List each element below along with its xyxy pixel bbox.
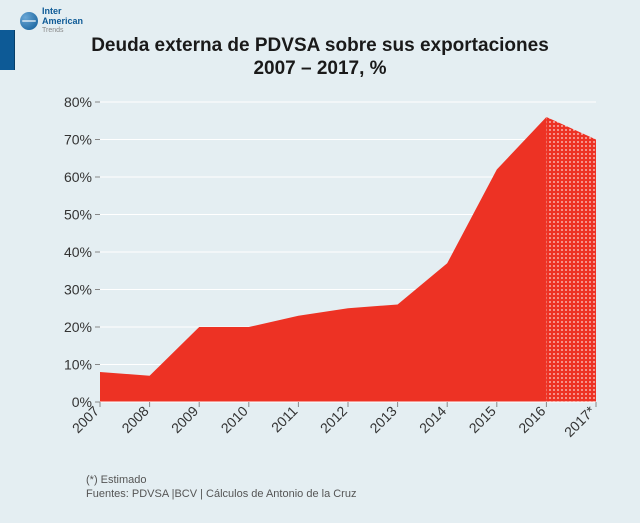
logo-line2: American	[42, 16, 83, 26]
svg-text:80%: 80%	[64, 96, 92, 110]
logo-text: Inter American Trends	[42, 6, 83, 36]
footnote-line1: (*) Estimado	[86, 474, 147, 486]
footnote: (*) Estimado Fuentes: PDVSA |BCV | Cálcu…	[86, 473, 356, 501]
x-axis-label: 2017*	[561, 402, 599, 440]
footnote-line2: Fuentes: PDVSA |BCV | Cálculos de Antoni…	[86, 488, 356, 500]
chart-title: Deuda externa de PDVSA sobre sus exporta…	[0, 34, 640, 80]
x-axis-label: 2012	[317, 403, 350, 436]
svg-text:10%: 10%	[64, 357, 92, 373]
svg-text:60%: 60%	[64, 169, 92, 185]
svg-text:40%: 40%	[64, 244, 92, 260]
title-line1: Deuda externa de PDVSA sobre sus exporta…	[91, 35, 549, 56]
x-axis-label: 2013	[366, 403, 399, 436]
brand-logo: Inter American Trends	[20, 6, 83, 36]
area-estimate	[546, 117, 596, 402]
globe-icon	[20, 12, 38, 30]
svg-text:70%: 70%	[64, 132, 92, 148]
area-chart: 0%10%20%30%40%50%60%70%80%20072008200920…	[52, 96, 606, 456]
x-axis-label: 2016	[515, 403, 548, 436]
x-axis-label: 2011	[268, 403, 301, 436]
svg-text:20%: 20%	[64, 319, 92, 335]
x-axis-label: 2008	[118, 403, 151, 436]
logo-line1: Inter	[42, 6, 62, 16]
title-line2: 2007 – 2017, %	[253, 58, 386, 79]
x-axis-label: 2010	[218, 403, 251, 436]
x-axis-label: 2015	[466, 403, 499, 436]
x-axis-label: 2014	[416, 403, 449, 436]
x-axis-label: 2009	[168, 403, 201, 436]
area-solid	[100, 117, 546, 402]
svg-text:30%: 30%	[64, 282, 92, 298]
svg-text:50%: 50%	[64, 207, 92, 223]
